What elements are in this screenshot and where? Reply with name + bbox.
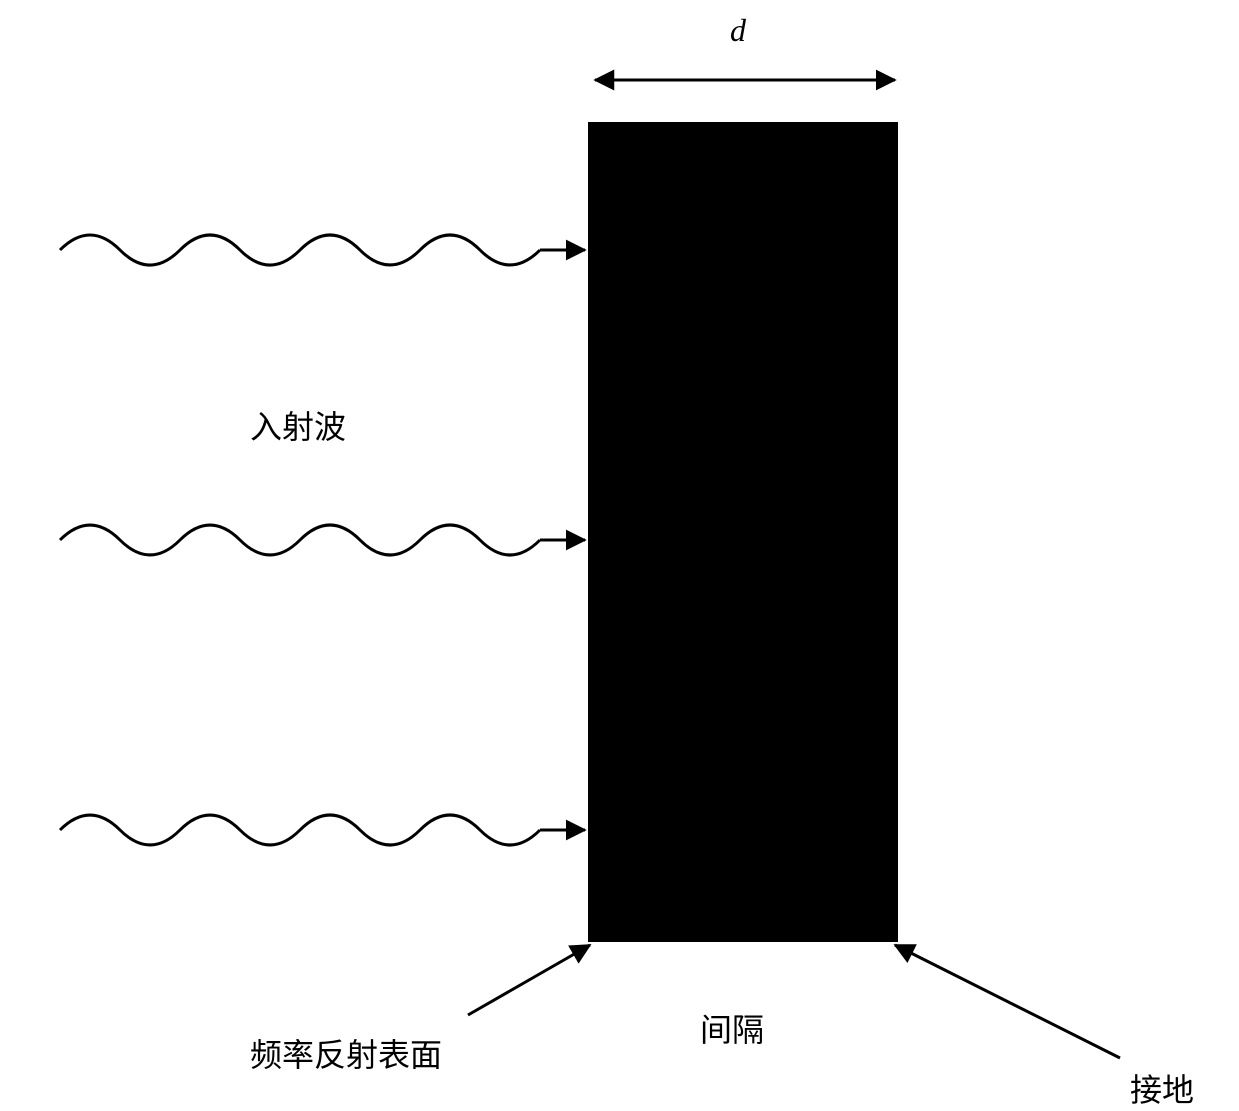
spacer-label: 间隔: [700, 1005, 764, 1051]
incident-wave-label: 入射波: [250, 402, 346, 448]
absorber-diagram: [0, 0, 1239, 1105]
fss-label: 频率反射表面: [250, 1030, 442, 1076]
ground-label: 接地: [1130, 1065, 1194, 1111]
dimension-label: d: [730, 12, 746, 49]
